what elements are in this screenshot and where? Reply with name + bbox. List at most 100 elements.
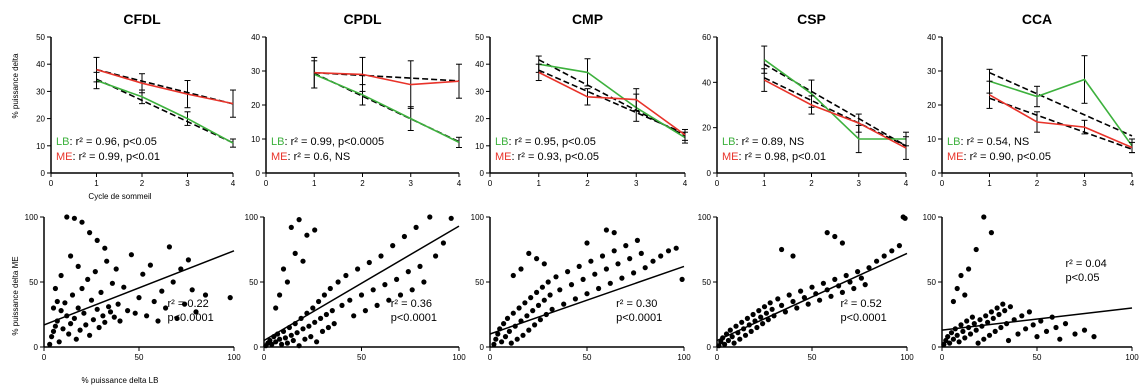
scatter-point [530,308,536,314]
y-tick-label: 20 [36,115,45,124]
x-tick-label: 4 [904,179,909,188]
scatter-point [47,341,53,347]
scatter-point [769,306,775,312]
scatter-point [650,258,656,264]
scatter-point [366,259,372,266]
scatter-point [448,215,454,221]
scatter-point [733,323,739,329]
scatter-point [896,243,903,249]
scatter-point [526,250,532,256]
top-y-axis-label: % puissance delta [11,53,20,118]
x-tick-label: 0 [262,353,267,362]
scatter-point [401,233,407,240]
y-tick-label: 40 [475,60,484,69]
scatter-point [339,302,345,308]
scatter-point [975,340,981,346]
stat-p: p<0.0001 [841,312,887,324]
stat-r2: r² = 0.30 [616,298,657,310]
x-tick-label: 50 [357,353,366,362]
scatter-point [990,315,996,321]
scatter-point [166,244,172,250]
scatter-point [828,293,834,299]
scatter-point [279,341,285,347]
scatter-point [79,285,85,292]
scatter-point [756,308,762,314]
series-line-lb [989,78,1133,147]
scatter-point [327,285,333,292]
scatter-point [128,252,134,258]
scatter-point [83,322,89,328]
bottom-chart-5: 0 50 100 0 50 100 r² = 0.04 p<0.05 [923,213,1140,362]
scatter-point [351,313,357,319]
top-chart-2: 0 10 20 30 40 0 1 2 3 4 CPDL LB: r² = 0.99, p<0.000… [251,11,462,188]
scatter-point [68,321,74,327]
x-tick-label: 1 [94,179,99,188]
scatter-point [125,308,131,314]
scatter-point [786,292,792,298]
y-tick-label: 10 [36,142,45,151]
scatter-point [1019,313,1025,319]
top-chart-1: 0 10 20 30 40 50 0 1 2 3 4 CFDL LB: r² = 0.96, p<0.0… [36,11,236,188]
stat-r2: r² = 0.36 [391,298,432,310]
y-tick-label: 10 [475,142,484,151]
y-tick-label: 40 [36,60,45,69]
scatter-point [971,321,977,327]
scatter-point [310,305,316,311]
scatter-point [308,334,314,340]
scatter-point [986,332,993,338]
scatter-point [92,269,98,275]
x-tick-label: 4 [457,179,462,188]
scatter-point [290,337,296,344]
y-tick-label: 100 [471,213,485,222]
scatter-point [292,250,298,256]
scatter-point [405,269,411,275]
scatter-point [273,305,279,311]
stat-me: ME: r² = 0.6, NS [271,151,350,163]
scatter-point [954,285,960,292]
scatter-point [132,310,138,316]
stat-p: p<0.0001 [168,312,214,324]
y-tick-label: 50 [29,278,38,287]
scatter-point [159,288,165,294]
y-tick-label: 50 [475,278,484,287]
x-tick-label: 2 [140,179,145,188]
x-tick-label: 1 [762,179,767,188]
fit-line-me [763,77,907,147]
scatter-point [58,272,64,279]
x-tick-label: 2 [360,179,365,188]
x-tick-label: 2 [585,179,590,188]
scatter-point [966,266,972,272]
scatter-point [962,292,968,298]
scatter-point [1000,301,1006,307]
scatter-point [382,282,388,288]
scatter-point [329,308,335,314]
scatter-point [312,319,318,325]
scatter-point [280,266,287,272]
scatter-point [565,269,571,275]
scatter-point [182,301,188,307]
scatter-point [528,295,534,301]
y-tick-label: 50 [475,33,484,42]
scatter-point [491,341,497,347]
bottom-chart-4: 0 50 100 0 50 100 r² = 0.52 p<0.0001 [698,213,915,362]
y-tick-label: 100 [698,213,712,222]
scatter-point [394,276,400,282]
bottom-chart-1: 0 50 100 0 50 100 r² = 0.22 p<0.0001 [25,213,242,362]
scatter-point [758,314,764,320]
scatter-point [541,261,547,267]
scatter-point [106,304,112,310]
scatter-point [504,315,511,321]
scatter-point [998,324,1004,331]
scatter-point [988,230,995,236]
scatter-point [779,302,785,308]
scatter-point [964,318,970,324]
y-tick-label: 30 [475,87,484,96]
scatter-point [300,326,306,332]
scatter-point [1002,308,1008,314]
scatter-point [561,301,567,307]
scatter-point [397,292,404,298]
scatter-point [321,292,327,298]
scatter-point [66,331,72,337]
top-chart-3: 0 10 20 30 40 50 0 1 2 3 4 CMP LB: r² = 0.95, p<0.05… [475,11,688,188]
